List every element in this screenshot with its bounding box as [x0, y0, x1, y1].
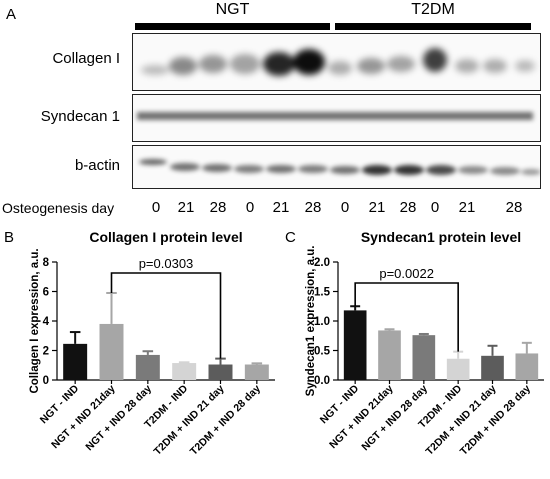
syndecan-bar-4	[446, 358, 470, 380]
syndecan-y-tick-label: 1.5	[314, 287, 331, 299]
blot-label-syndecan: Syndecan 1	[40, 108, 120, 125]
syndecan-bar-3	[412, 335, 436, 380]
t2dm-group-bar	[335, 23, 531, 30]
bactin-bands	[139, 159, 541, 175]
collagen-y-tick-label: 8	[43, 257, 50, 269]
day-tick-label: 21	[368, 199, 386, 216]
day-tick-label: 0	[430, 199, 440, 216]
collagen-p-value: p=0.0303	[139, 256, 194, 271]
collagen-category-label: T2DM + IND 21 day	[151, 383, 226, 458]
syndecan-y-tick-label: 0.5	[314, 346, 331, 358]
collagen-y-tick-label: 6	[43, 287, 49, 299]
bactin-blot	[132, 145, 541, 189]
ngt-group-label: NGT	[215, 1, 250, 18]
syndecan-y-tick-label: 2.0	[314, 257, 330, 269]
collagen-bar-chart: Collagen I protein level Collagen I expre…	[29, 229, 275, 458]
collagen-blot	[132, 33, 541, 91]
syndecan-y-tick-label: 1.0	[314, 316, 330, 328]
collagen-significance-bracket	[110, 272, 222, 359]
day-tick-label: 21	[177, 199, 195, 216]
blot-label-collagen: Collagen I	[52, 50, 120, 67]
syndecan-significance-bracket	[354, 282, 459, 352]
syndecan-bar-2	[378, 330, 401, 380]
day-tick-label: 21	[272, 199, 290, 216]
osteogenesis-day-label: Osteogenesis day	[2, 200, 115, 216]
collagen-y-tick-label: 4	[43, 316, 50, 328]
syndecan-y-axis-label: Syndecan1 expression, a.u.	[305, 246, 317, 397]
blot-label-bactin: b-actin	[74, 157, 120, 174]
collagen-bands	[141, 48, 535, 76]
syndecan-bands	[137, 112, 533, 120]
panel-c-letter: C	[285, 229, 296, 246]
collagen-chart-title: Collagen I protein level	[89, 229, 242, 245]
collagen-bar-2	[99, 323, 124, 380]
t2dm-group-label: T2DM	[411, 1, 455, 18]
collagen-category-label: NGT + IND 28 day	[83, 383, 154, 454]
syndecan-bar-5	[481, 355, 504, 380]
collagen-y-tick-label: 2	[43, 346, 49, 358]
syndecan-bar-6	[515, 353, 539, 380]
syndecan-category-label: NGT + IND 21day	[327, 383, 396, 452]
ngt-group-bar	[135, 23, 330, 30]
collagen-y-tick-label: 0	[43, 375, 49, 387]
collagen-bar-3	[135, 354, 160, 380]
panel-b-letter: B	[4, 229, 15, 246]
syndecan-chart-title: Syndecan1 protein level	[361, 229, 521, 245]
day-tick-label: 28	[399, 199, 417, 216]
day-tick-label: 21	[458, 199, 476, 216]
collagen-category-label: NGT + IND 21day	[49, 383, 118, 452]
collagen-bar-1	[63, 343, 88, 380]
collagen-bar-6	[244, 364, 269, 380]
syndecan-p-value: p=0.0022	[379, 266, 434, 281]
panel-a-letter: A	[6, 6, 17, 23]
syndecan-y-tick-label: 0.0	[314, 375, 330, 387]
collagen-bar-5	[208, 364, 233, 380]
day-tick-label: 28	[304, 199, 322, 216]
collagen-y-axis-label: Collagen I expression, a.u.	[29, 248, 41, 393]
syndecan-blot	[132, 94, 541, 142]
day-tick-label: 0	[340, 199, 350, 216]
collagen-bar-4	[172, 363, 197, 380]
day-tick-label: 0	[151, 199, 161, 216]
day-tick-label: 0	[245, 199, 255, 216]
day-tick-label: 28	[209, 199, 227, 216]
day-tick-label: 28	[505, 199, 523, 216]
syndecan-bar-chart: Syndecan1 protein level Syndecan1 express…	[305, 229, 544, 458]
collagen-category-label: T2DM + IND 28 day	[188, 383, 263, 458]
syndecan-bar-1	[343, 310, 367, 380]
